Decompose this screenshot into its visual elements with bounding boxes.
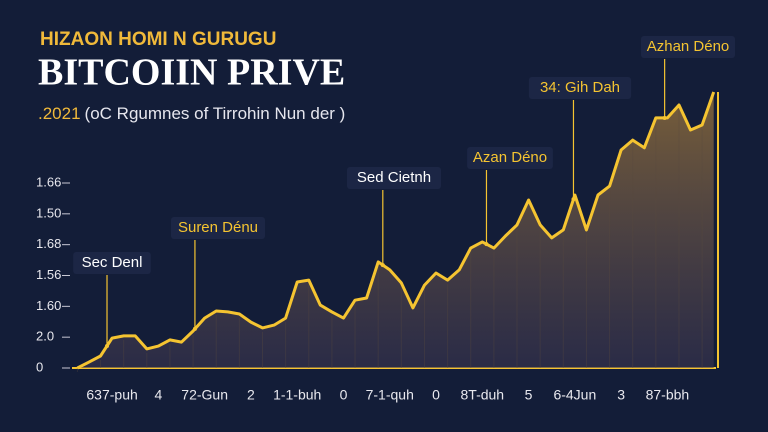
annotation-dot — [662, 115, 667, 120]
annotation-text: Sed Cietnh — [357, 169, 431, 186]
x-tick-label: 5 — [525, 387, 533, 403]
x-tick-label: 0 — [340, 387, 348, 403]
annotation-box — [641, 36, 735, 58]
area — [77, 92, 714, 368]
y-tick-label: 1.50 — [36, 205, 61, 220]
y-tick-label: 1.66 — [36, 174, 61, 189]
annotation-text: 34: Gih Dah — [540, 79, 620, 96]
x-tick-label: 6-4Jun — [553, 387, 596, 403]
x-tick-label: 637-puh — [86, 387, 137, 403]
x-tick-label: 3 — [617, 387, 625, 403]
chart-title: BITCOIIN PRIVE — [38, 52, 345, 94]
plot: 0 2.0 1.60 1.56 1.68 1.50 1.66 637-puh 4 72-Gun 2 1… — [36, 36, 735, 403]
annotation-dot — [571, 197, 576, 202]
y-tick-label: 1.68 — [36, 236, 61, 251]
subtitle: (oC Rgumnes of Tirrohin Nun der ) — [85, 104, 346, 123]
annotation-dot — [380, 263, 385, 268]
annotation-box — [528, 77, 632, 99]
x-tick-label: 0 — [432, 387, 440, 403]
subtitle-year: .2021 — [38, 104, 81, 123]
annotation-box — [171, 217, 265, 239]
x-tick-label: 1-1-buh — [273, 387, 321, 403]
annotation-dot — [105, 343, 110, 348]
x-tick-label: 87-bbh — [646, 387, 690, 403]
x-tick-label: 8T-duh — [461, 387, 505, 403]
price-line — [76, 91, 716, 370]
annotation-dot — [192, 326, 197, 331]
annotation-text: Sec Denl — [82, 254, 143, 271]
annotation-text: Azan Déno — [473, 149, 547, 166]
annotation-box — [467, 147, 553, 169]
annotation-dot — [484, 242, 489, 247]
x-tick-label: 4 — [154, 387, 162, 403]
y-tick-label: 1.60 — [36, 298, 61, 313]
annotation-text: Azhan Déno — [647, 38, 730, 55]
annotation-box — [347, 167, 441, 189]
annotation-text: Suren Dénu — [178, 219, 258, 236]
y-tick-label: 1.56 — [36, 267, 61, 282]
kicker: HIZAON HOMI N GURUGU — [40, 29, 276, 50]
y-tick-label: 0 — [36, 359, 43, 374]
y-tick-label: 2.0 — [36, 329, 54, 344]
x-tick-label: 2 — [247, 387, 255, 403]
x-tick-label: 7-1-quh — [366, 387, 414, 403]
x-tick-label: 72-Gun — [181, 387, 228, 403]
annotation-box — [73, 252, 151, 274]
subtitle-line: .2021 (oC Rgumnes of Tirrohin Nun der ) — [38, 104, 345, 123]
